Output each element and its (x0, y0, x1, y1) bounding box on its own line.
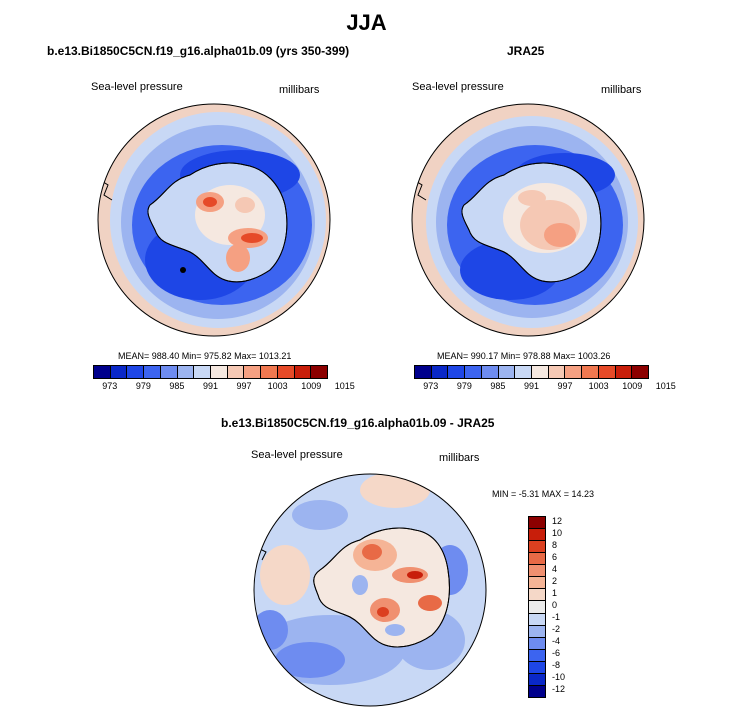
colorbar-swatch (529, 661, 545, 674)
colorbar-tick-label: -2 (552, 624, 561, 634)
colorbar-swatch (529, 649, 545, 662)
diff-colorbar (528, 516, 546, 698)
obs-colorbar (414, 365, 649, 379)
colorbar-swatch (615, 366, 633, 378)
colorbar-swatch (565, 366, 583, 378)
diff-colorbar-ticks: 12 10 8 6 4 2 1 0 -1 -2 -4 -6 -8 -10 -12 (552, 516, 582, 696)
colorbar-tick-label: 4 (552, 564, 558, 574)
colorbar-tick-label: 1003 (588, 381, 609, 391)
colorbar-swatch (529, 541, 545, 554)
diff-panel-title: b.e13.Bi1850C5CN.f19_g16.alpha01b.09 - J… (221, 416, 495, 430)
colorbar-tick-label: 1015 (334, 381, 355, 391)
colorbar-tick-label: -8 (552, 660, 561, 670)
colorbar-tick-label: 1015 (655, 381, 676, 391)
colorbar-swatch (529, 625, 545, 638)
colorbar-swatch (415, 366, 432, 378)
model-variable-label: Sea-level pressure (91, 81, 183, 93)
colorbar-swatch (294, 366, 312, 378)
colorbar-tick-label: 12 (552, 516, 563, 526)
colorbar-tick-label: -4 (552, 636, 561, 646)
colorbar-tick-label: 1003 (267, 381, 288, 391)
colorbar-swatch (277, 366, 295, 378)
colorbar-swatch (529, 577, 545, 590)
colorbar-tick-label: 997 (236, 381, 252, 391)
colorbar-tick-label: 985 (490, 381, 506, 391)
model-panel-title: b.e13.Bi1850C5CN.f19_g16.alpha01b.09 (yr… (47, 44, 350, 58)
colorbar-tick-label: 10 (552, 528, 563, 538)
diff-units-label: millibars (439, 452, 480, 464)
colorbar-swatch (465, 366, 482, 378)
colorbar-tick-label: 0 (552, 600, 558, 610)
colorbar-swatch (94, 366, 111, 378)
colorbar-swatch (431, 366, 449, 378)
colorbar-swatch (194, 366, 212, 378)
colorbar-swatch (548, 366, 566, 378)
model-colorbar (93, 365, 328, 379)
colorbar-swatch (211, 366, 228, 378)
diff-variable-label: Sea-level pressure (251, 449, 343, 461)
colorbar-swatch (498, 366, 516, 378)
colorbar-swatch (311, 366, 328, 378)
colorbar-tick-label: 6 (552, 552, 558, 562)
colorbar-swatch (160, 366, 178, 378)
colorbar-tick-label: 979 (456, 381, 472, 391)
colorbar-swatch (481, 366, 499, 378)
obs-units-label: millibars (601, 84, 642, 96)
colorbar-tick-label: 991 (523, 381, 540, 391)
colorbar-tick-label: 979 (135, 381, 151, 391)
colorbar-swatch (529, 637, 545, 650)
colorbar-swatch (582, 366, 599, 378)
colorbar-tick-label: -1 (552, 612, 561, 622)
colorbar-swatch (529, 673, 545, 686)
colorbar-swatch (227, 366, 245, 378)
colorbar-tick-label: 2 (552, 576, 558, 586)
colorbar-tick-label: -6 (552, 648, 561, 658)
obs-panel-title: JRA25 (507, 44, 545, 58)
colorbar-swatch (110, 366, 128, 378)
colorbar-tick-label: -10 (552, 672, 566, 682)
colorbar-swatch (144, 366, 161, 378)
colorbar-tick-label: 1009 (301, 381, 322, 391)
colorbar-swatch (529, 553, 545, 566)
colorbar-swatch (529, 529, 545, 542)
colorbar-tick-label: 973 (423, 381, 439, 391)
colorbar-swatch (177, 366, 195, 378)
colorbar-swatch (529, 685, 545, 697)
colorbar-swatch (529, 589, 545, 602)
obs-stats: MEAN= 990.17 Min= 978.88 Max= 1003.26 (437, 351, 611, 361)
colorbar-swatch (127, 366, 145, 378)
model-stats: MEAN= 988.40 Min= 975.82 Max= 1013.21 (118, 351, 292, 361)
colorbar-swatch (529, 565, 545, 578)
colorbar-tick-label: 1009 (622, 381, 643, 391)
colorbar-tick-label: 973 (102, 381, 118, 391)
diff-stats: MIN = -5.31 MAX = 14.23 (492, 489, 595, 499)
colorbar-swatch (532, 366, 549, 378)
figure-title: JJA (346, 10, 387, 35)
colorbar-tick-label: -12 (552, 684, 566, 694)
colorbar-tick-label: 985 (169, 381, 185, 391)
model-units-label: millibars (279, 84, 320, 96)
colorbar-swatch (529, 601, 545, 614)
colorbar-swatch (632, 366, 649, 378)
colorbar-swatch (515, 366, 533, 378)
colorbar-tick-label: 1 (552, 588, 558, 598)
obs-variable-label: Sea-level pressure (412, 81, 504, 93)
colorbar-tick-label: 997 (557, 381, 573, 391)
colorbar-swatch (244, 366, 262, 378)
colorbar-tick-label: 8 (552, 540, 558, 550)
colorbar-swatch (448, 366, 466, 378)
colorbar-swatch (261, 366, 278, 378)
colorbar-tick-label: 991 (202, 381, 219, 391)
colorbar-swatch (598, 366, 616, 378)
colorbar-swatch (529, 517, 545, 530)
colorbar-swatch (529, 613, 545, 626)
